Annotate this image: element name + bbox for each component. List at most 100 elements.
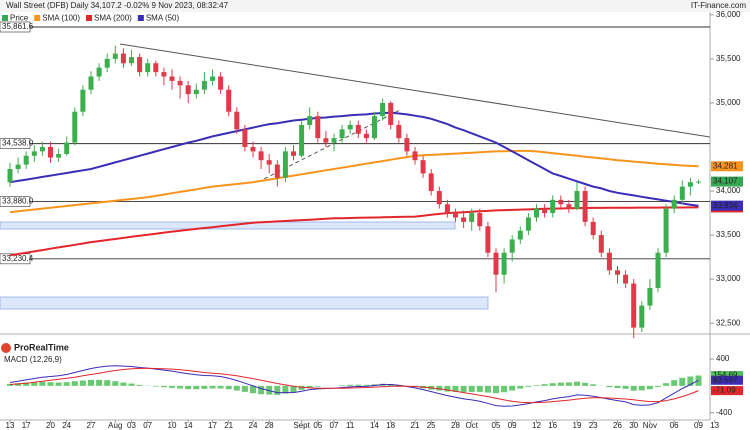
x-tick-label: 09	[694, 421, 703, 430]
histogram-bar	[193, 385, 200, 390]
level-label: 33,880.0	[2, 197, 34, 206]
support-zone	[0, 296, 489, 310]
value-tag	[711, 371, 743, 381]
x-tick-label: 13	[710, 421, 719, 430]
candle-body	[558, 199, 564, 205]
x-tick-label: 05	[492, 421, 501, 430]
candle-body	[226, 89, 232, 112]
candle-body	[210, 76, 215, 81]
candle-body	[615, 270, 620, 275]
histogram-bar	[525, 385, 532, 387]
x-tick-label: Sept	[293, 421, 310, 430]
candle-body	[428, 173, 434, 192]
level-label: 35,861.6	[2, 22, 34, 31]
x-tick-label: 26	[613, 421, 622, 430]
histogram-bar	[517, 385, 524, 389]
x-tick-label: 21	[411, 421, 420, 430]
histogram-bar	[15, 383, 22, 386]
value-tag	[711, 161, 743, 172]
candle-body	[23, 155, 29, 165]
histogram-bar	[217, 385, 224, 389]
candle-body	[380, 102, 386, 117]
x-tick-label: 28	[451, 421, 460, 430]
value-tag-label: 83.597	[713, 375, 738, 384]
candle-body	[671, 199, 677, 209]
logo-icon	[1, 343, 11, 353]
x-tick-label: 24	[62, 421, 71, 430]
value-tag-label: 154.69	[713, 371, 738, 380]
histogram-bar	[152, 385, 159, 387]
histogram-bar	[509, 385, 516, 391]
histogram-bar	[347, 384, 354, 386]
candle-body	[266, 160, 272, 165]
histogram-bar	[590, 384, 597, 386]
histogram-bar	[549, 383, 556, 386]
candle-body	[153, 63, 159, 73]
x-tick-label: 12	[532, 421, 541, 430]
trendline-dashed	[257, 109, 401, 183]
candle-body	[88, 76, 94, 90]
histogram-bar	[444, 385, 451, 392]
histogram-bar	[574, 381, 580, 386]
candle-body	[315, 116, 321, 139]
candle-body	[177, 80, 183, 86]
histogram-bar	[177, 385, 184, 389]
candle-body	[696, 181, 701, 183]
histogram-bar	[104, 380, 111, 386]
x-tick-label: Aug	[108, 421, 122, 430]
candle-body	[242, 129, 248, 147]
level-label: 33,230.4	[2, 254, 34, 263]
x-tick-label: 14	[184, 421, 193, 430]
macd-title: MACD (12,26,9)	[4, 355, 62, 364]
histogram-bar	[314, 385, 321, 387]
candle-body	[574, 191, 580, 209]
candle-body	[169, 76, 175, 81]
candle-body	[185, 85, 191, 95]
candle-body	[396, 124, 402, 139]
macd-line	[9, 367, 699, 404]
y-tick-label: 33,500	[716, 230, 741, 239]
x-tick-label: 20	[46, 421, 55, 430]
candle-body	[509, 239, 515, 253]
candle-body	[31, 151, 37, 156]
candle-body	[655, 252, 661, 288]
level-label-box	[0, 21, 31, 33]
histogram-bar	[31, 382, 38, 386]
legend-swatch	[34, 15, 41, 21]
candle-body	[291, 151, 296, 156]
histogram-bar	[671, 380, 678, 386]
histogram-bar	[306, 385, 313, 388]
histogram-bar	[298, 385, 305, 390]
value-tag	[711, 200, 743, 211]
histogram-bar	[55, 382, 62, 386]
histogram-bar	[614, 385, 621, 389]
watermark: ProRealTime	[1, 342, 69, 353]
candle-body	[339, 129, 345, 139]
legend-swatch	[2, 15, 8, 21]
legend-label: SMA (200)	[94, 14, 132, 23]
candle-body	[64, 142, 70, 155]
candle-body	[282, 151, 288, 178]
candle-body	[218, 76, 224, 90]
histogram-bar	[355, 384, 362, 386]
trendline	[119, 43, 711, 138]
candle-body	[307, 116, 313, 125]
value-tag	[711, 176, 743, 187]
candle-body	[663, 208, 669, 253]
candle-body	[355, 124, 361, 134]
x-tick-label: 13	[6, 421, 15, 430]
candle-body	[258, 151, 264, 161]
histogram-bar	[363, 384, 370, 386]
histogram-bar	[185, 385, 192, 390]
histogram-bar	[71, 381, 78, 386]
x-tick-label: 30	[629, 421, 638, 430]
header-bar	[0, 0, 750, 12]
logo-text: ProRealTime	[14, 342, 69, 352]
candle-body	[7, 169, 13, 183]
histogram-bar	[476, 385, 483, 392]
histogram-bar	[606, 385, 613, 388]
candle-body	[453, 213, 458, 218]
histogram-bar	[679, 377, 686, 386]
x-tick-label: 10	[168, 421, 177, 430]
